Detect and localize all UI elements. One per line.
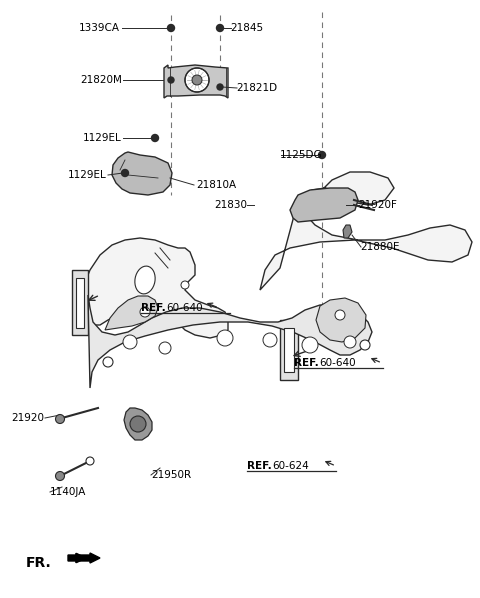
Circle shape — [152, 135, 158, 142]
Circle shape — [360, 340, 370, 350]
Text: REF.: REF. — [294, 358, 319, 368]
Text: 1129EL: 1129EL — [83, 133, 122, 143]
Text: 21880E: 21880E — [360, 242, 399, 252]
Circle shape — [192, 75, 202, 85]
FancyArrow shape — [68, 553, 100, 563]
Circle shape — [217, 330, 233, 346]
Polygon shape — [88, 295, 372, 388]
Polygon shape — [124, 408, 152, 440]
Text: 21830: 21830 — [214, 200, 247, 210]
Text: 21920F: 21920F — [358, 200, 397, 210]
Circle shape — [159, 342, 171, 354]
Polygon shape — [260, 172, 472, 290]
Circle shape — [217, 84, 223, 90]
Polygon shape — [290, 188, 358, 222]
Text: REF.: REF. — [247, 461, 272, 471]
Text: REF.: REF. — [141, 303, 166, 313]
Circle shape — [263, 333, 277, 347]
Circle shape — [56, 471, 64, 481]
Text: 21920: 21920 — [11, 413, 44, 423]
Circle shape — [185, 68, 209, 92]
Circle shape — [302, 337, 318, 353]
Bar — [76, 278, 84, 328]
Circle shape — [86, 457, 94, 465]
Polygon shape — [343, 225, 352, 238]
Text: 21821D: 21821D — [236, 83, 277, 93]
Text: 60-640: 60-640 — [166, 303, 203, 313]
Circle shape — [168, 25, 175, 32]
Polygon shape — [80, 238, 228, 338]
Circle shape — [121, 169, 129, 176]
Text: 21810A: 21810A — [196, 180, 236, 190]
Circle shape — [335, 310, 345, 320]
Ellipse shape — [135, 266, 155, 294]
Circle shape — [216, 25, 224, 32]
Polygon shape — [164, 65, 228, 98]
Polygon shape — [105, 296, 158, 330]
Text: 60-640: 60-640 — [319, 358, 356, 368]
Circle shape — [130, 416, 146, 432]
Text: 1140JA: 1140JA — [50, 487, 86, 497]
Polygon shape — [72, 270, 88, 335]
Text: 21950R: 21950R — [151, 470, 191, 480]
Text: 1339CA: 1339CA — [79, 23, 120, 33]
Text: 60-624: 60-624 — [272, 461, 309, 471]
Text: 21845: 21845 — [230, 23, 263, 33]
Text: 1129EL: 1129EL — [68, 170, 107, 180]
Circle shape — [140, 307, 150, 317]
Polygon shape — [280, 320, 298, 380]
Polygon shape — [112, 152, 172, 195]
Text: 1125DG: 1125DG — [280, 150, 323, 160]
Circle shape — [319, 151, 325, 158]
Text: 21820M: 21820M — [80, 75, 122, 85]
Text: FR.: FR. — [26, 556, 52, 570]
Circle shape — [344, 336, 356, 348]
Circle shape — [123, 335, 137, 349]
Bar — [284, 328, 294, 372]
Polygon shape — [316, 298, 366, 342]
Circle shape — [56, 414, 64, 423]
Circle shape — [168, 77, 174, 83]
Circle shape — [103, 357, 113, 367]
Circle shape — [181, 281, 189, 289]
